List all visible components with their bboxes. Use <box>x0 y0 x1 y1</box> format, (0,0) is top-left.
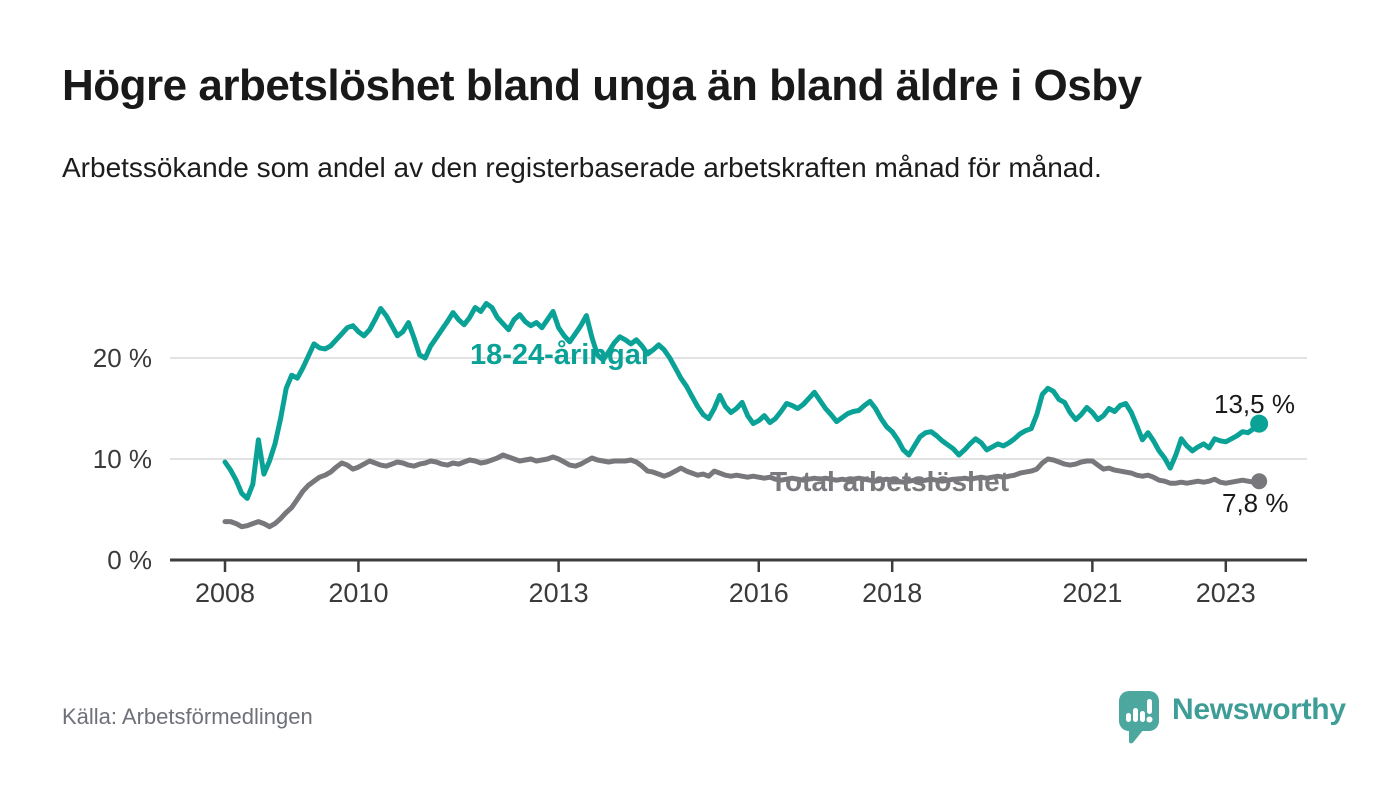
gridlines <box>170 357 1307 460</box>
page-title: Högre arbetslöshet bland unga än bland ä… <box>62 61 1142 110</box>
end-value-label-total: 7,8 % <box>1222 488 1289 518</box>
y-tick-label-10: 10 % <box>92 444 152 474</box>
y-tick-label-20: 20 % <box>92 343 152 373</box>
page-subtitle: Arbetssökande som andel av den registerb… <box>62 152 1102 183</box>
x-tick-label-0: 2008 <box>194 578 256 608</box>
series-lines <box>222 301 1269 530</box>
series-label-total: Total arbetslöshet <box>770 466 1010 497</box>
series-line-total <box>222 452 1262 530</box>
source-label: Källa: Arbetsförmedlingen <box>62 704 313 729</box>
x-tick-label-3: 2016 <box>728 578 789 608</box>
y-tick-label-0: 0 % <box>107 545 152 575</box>
series-end-dot-total <box>1251 473 1268 490</box>
newsworthy-wordmark: Newsworthy <box>1172 693 1346 726</box>
series-label-youth: 18-24-åringar <box>470 339 653 371</box>
x-tick-label-6: 2023 <box>1195 578 1256 608</box>
series-line-youth <box>222 301 1262 501</box>
x-tick-label-2: 2013 <box>528 578 589 608</box>
newsworthy-logo: Newsworthy <box>1116 688 1346 746</box>
end-value-label-youth: 13,5 % <box>1214 389 1295 419</box>
series-end-dot-youth <box>1250 414 1269 433</box>
x-tick-label-4: 2018 <box>862 578 923 608</box>
x-tick-label-1: 2010 <box>328 578 389 608</box>
x-tick-label-5: 2021 <box>1062 578 1123 608</box>
newsworthy-logo-icon <box>1119 691 1159 744</box>
x-axis-ticks <box>223 560 1228 572</box>
